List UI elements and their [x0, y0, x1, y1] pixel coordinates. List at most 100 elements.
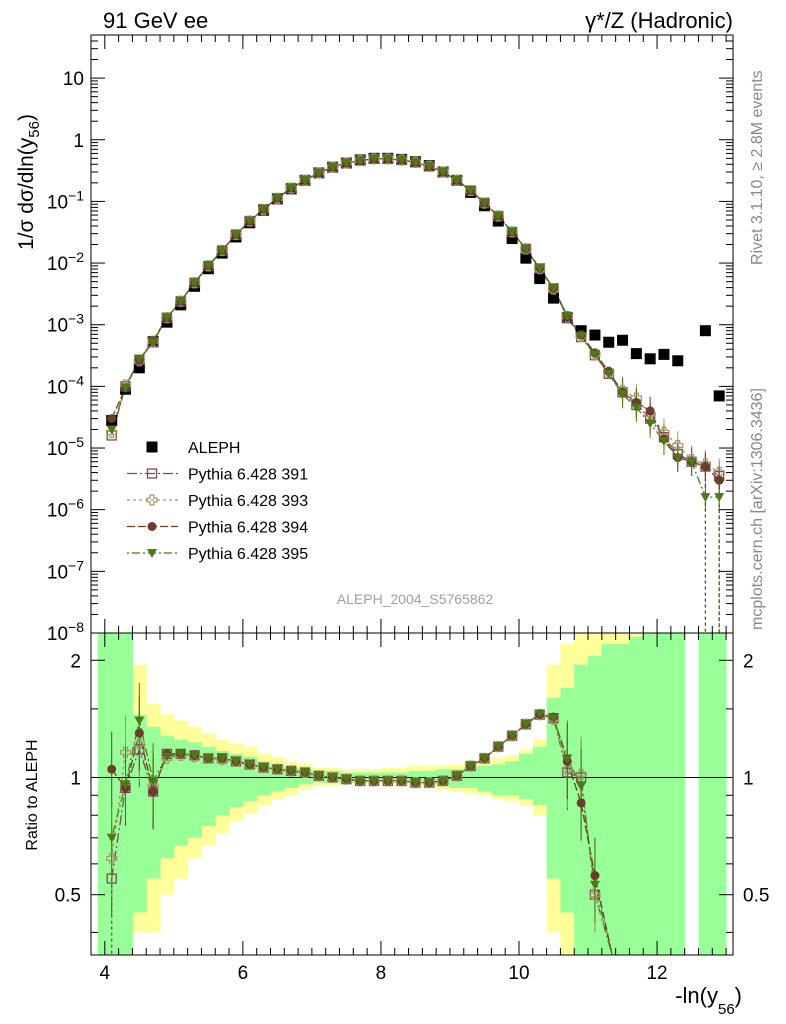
- point-pythia-6-428-395: [272, 194, 283, 204]
- band-inner: [601, 644, 617, 955]
- ratio-point-pythia-6-428-395: [410, 778, 421, 788]
- legend-label: ALEPH: [188, 440, 240, 457]
- ratio-point-pythia-6-428-395: [355, 776, 366, 786]
- band-inner: [160, 735, 175, 859]
- ratio-uncertainty-bands: [97, 633, 727, 955]
- legend-label: Pythia 6.428 395: [188, 546, 308, 563]
- band-inner: [187, 742, 202, 838]
- ratio-point-pythia-6-428-395: [300, 768, 310, 778]
- ratio-point-pythia-6-428-395: [382, 776, 393, 786]
- ratio-point-pythia-6-428-395: [451, 771, 462, 781]
- band-inner: [201, 746, 216, 827]
- ratio-point-pythia-6-428-393: [575, 768, 587, 780]
- legend-marker-pythia-6-428-395: [147, 549, 157, 558]
- x-tick-label: 12: [646, 963, 667, 984]
- point-pythia-6-428-395: [507, 227, 518, 237]
- legend-marker-pythia-6-428-394: [147, 522, 157, 531]
- line-pythia-6-428-393: [111, 158, 720, 474]
- ratio-point-pythia-6-428-394: [134, 728, 144, 738]
- y-tick-label: 10−4: [47, 372, 84, 398]
- point-pythia-6-428-395: [106, 425, 117, 435]
- point-pythia-6-428-395: [217, 246, 228, 256]
- band-inner: [546, 698, 561, 879]
- point-aleph: [520, 252, 532, 264]
- band-inner: [532, 746, 548, 805]
- y-tick-label: 10−6: [47, 496, 84, 522]
- point-pythia-6-428-395: [244, 217, 255, 227]
- band-inner: [657, 633, 672, 955]
- band-inner: [698, 633, 713, 955]
- band-inner: [215, 750, 230, 816]
- ratio-point-pythia-6-428-391: [134, 744, 145, 755]
- legend-marker-pythia-6-428-391: [146, 468, 158, 479]
- ratio-point-pythia-6-428-395: [341, 775, 352, 785]
- ratio-point-pythia-6-428-395: [161, 752, 172, 762]
- ratio-point-pythia-6-428-395: [313, 771, 324, 781]
- main-frame: [90, 34, 734, 634]
- ratio-point-pythia-6-428-394: [576, 798, 586, 808]
- point-aleph: [548, 292, 560, 304]
- point-pythia-6-428-395: [300, 176, 310, 186]
- band-inner: [132, 714, 147, 913]
- x-tick-label: 10: [508, 963, 529, 984]
- ratio-y-tick-labels: 0.5 0.5 1 1 2 2: [55, 651, 770, 906]
- ratio-point-pythia-6-428-395: [438, 776, 449, 786]
- point-aleph: [713, 390, 725, 402]
- ratio-point-pythia-6-428-391: [575, 772, 587, 783]
- analysis-watermark: ALEPH_2004_S5765862: [337, 591, 494, 607]
- point-pythia-6-428-395: [686, 457, 697, 467]
- ratio-y-tick-label: 0.5: [55, 886, 81, 907]
- point-pythia-6-428-395: [313, 168, 324, 178]
- point-pythia-6-428-395: [396, 155, 407, 165]
- point-pythia-6-428-394: [645, 406, 655, 416]
- ratio-point-pythia-6-428-395: [548, 714, 559, 724]
- point-pythia-6-428-395: [258, 205, 269, 215]
- point-pythia-6-428-395: [714, 493, 725, 503]
- header-left: 91 GeV ee: [103, 8, 208, 33]
- band-inner: [408, 770, 423, 783]
- legend-label: Pythia 6.428 394: [188, 520, 308, 537]
- point-pythia-6-428-395: [161, 313, 172, 323]
- ratio-y-tick-label-right: 1: [743, 768, 754, 789]
- point-aleph: [589, 329, 601, 341]
- point-aleph: [506, 233, 518, 245]
- ratio-point-pythia-6-428-395: [396, 776, 407, 786]
- ratio-point-pythia-6-428-395: [230, 757, 241, 767]
- header-right: γ*/Z (Hadronic): [585, 8, 733, 33]
- x-tick-label: 6: [238, 963, 249, 984]
- ratio-point-pythia-6-428-395: [479, 754, 490, 764]
- ratio-point-pythia-6-428-395: [534, 709, 545, 719]
- point-aleph: [699, 325, 711, 337]
- ratio-point-pythia-6-428-395: [424, 778, 435, 788]
- point-pythia-6-428-395: [576, 331, 587, 341]
- ratio-y-tick-label: 1: [70, 768, 81, 789]
- ratio-y-tick-label-right: 2: [743, 651, 754, 672]
- point-pythia-6-428-395: [410, 158, 421, 168]
- main-y-axis-label: 1/σ dσ/dln(y56): [15, 114, 43, 250]
- ratio-y-tick-label: 2: [70, 651, 81, 672]
- ratio-point-pythia-6-428-394: [590, 871, 600, 881]
- x-tick-labels: 4 6 8 10 12: [100, 963, 668, 984]
- point-aleph: [644, 353, 656, 365]
- point-pythia-6-428-394: [714, 475, 724, 485]
- point-aleph: [603, 336, 615, 348]
- ratio-point-pythia-6-428-393: [119, 746, 132, 758]
- mcplots-label: mcplots.cern.ch [arXiv:1306.3436]: [749, 388, 766, 630]
- ratio-point-pythia-6-428-391: [106, 873, 117, 884]
- ratio-point-pythia-6-428-395: [465, 762, 476, 772]
- point-pythia-6-428-395: [700, 493, 711, 503]
- point-pythia-6-428-395: [493, 211, 504, 221]
- ratio-point-pythia-6-428-395: [286, 766, 297, 776]
- ratio-point-pythia-6-428-395: [244, 760, 255, 770]
- ratio-panel: 0.5 0.51 12 2 4 6 8 10 12 Ratio to ALEPH -ln(y5…: [24, 632, 770, 1018]
- point-pythia-6-428-395: [548, 284, 559, 294]
- point-pythia-6-428-395: [134, 354, 145, 364]
- ratio-point-pythia-6-428-394: [107, 764, 117, 774]
- point-aleph: [672, 355, 684, 367]
- ratio-frame: [90, 632, 734, 956]
- ratio-point-pythia-6-428-395: [327, 773, 338, 783]
- ratio-point-pythia-6-428-395: [272, 765, 283, 775]
- ratio-point-pythia-6-428-395: [120, 780, 131, 790]
- main-y-tick-labels: 10 1 10−1 10−2 10−3 10−4 10−5 10−6 10−7 10−8: [47, 69, 84, 645]
